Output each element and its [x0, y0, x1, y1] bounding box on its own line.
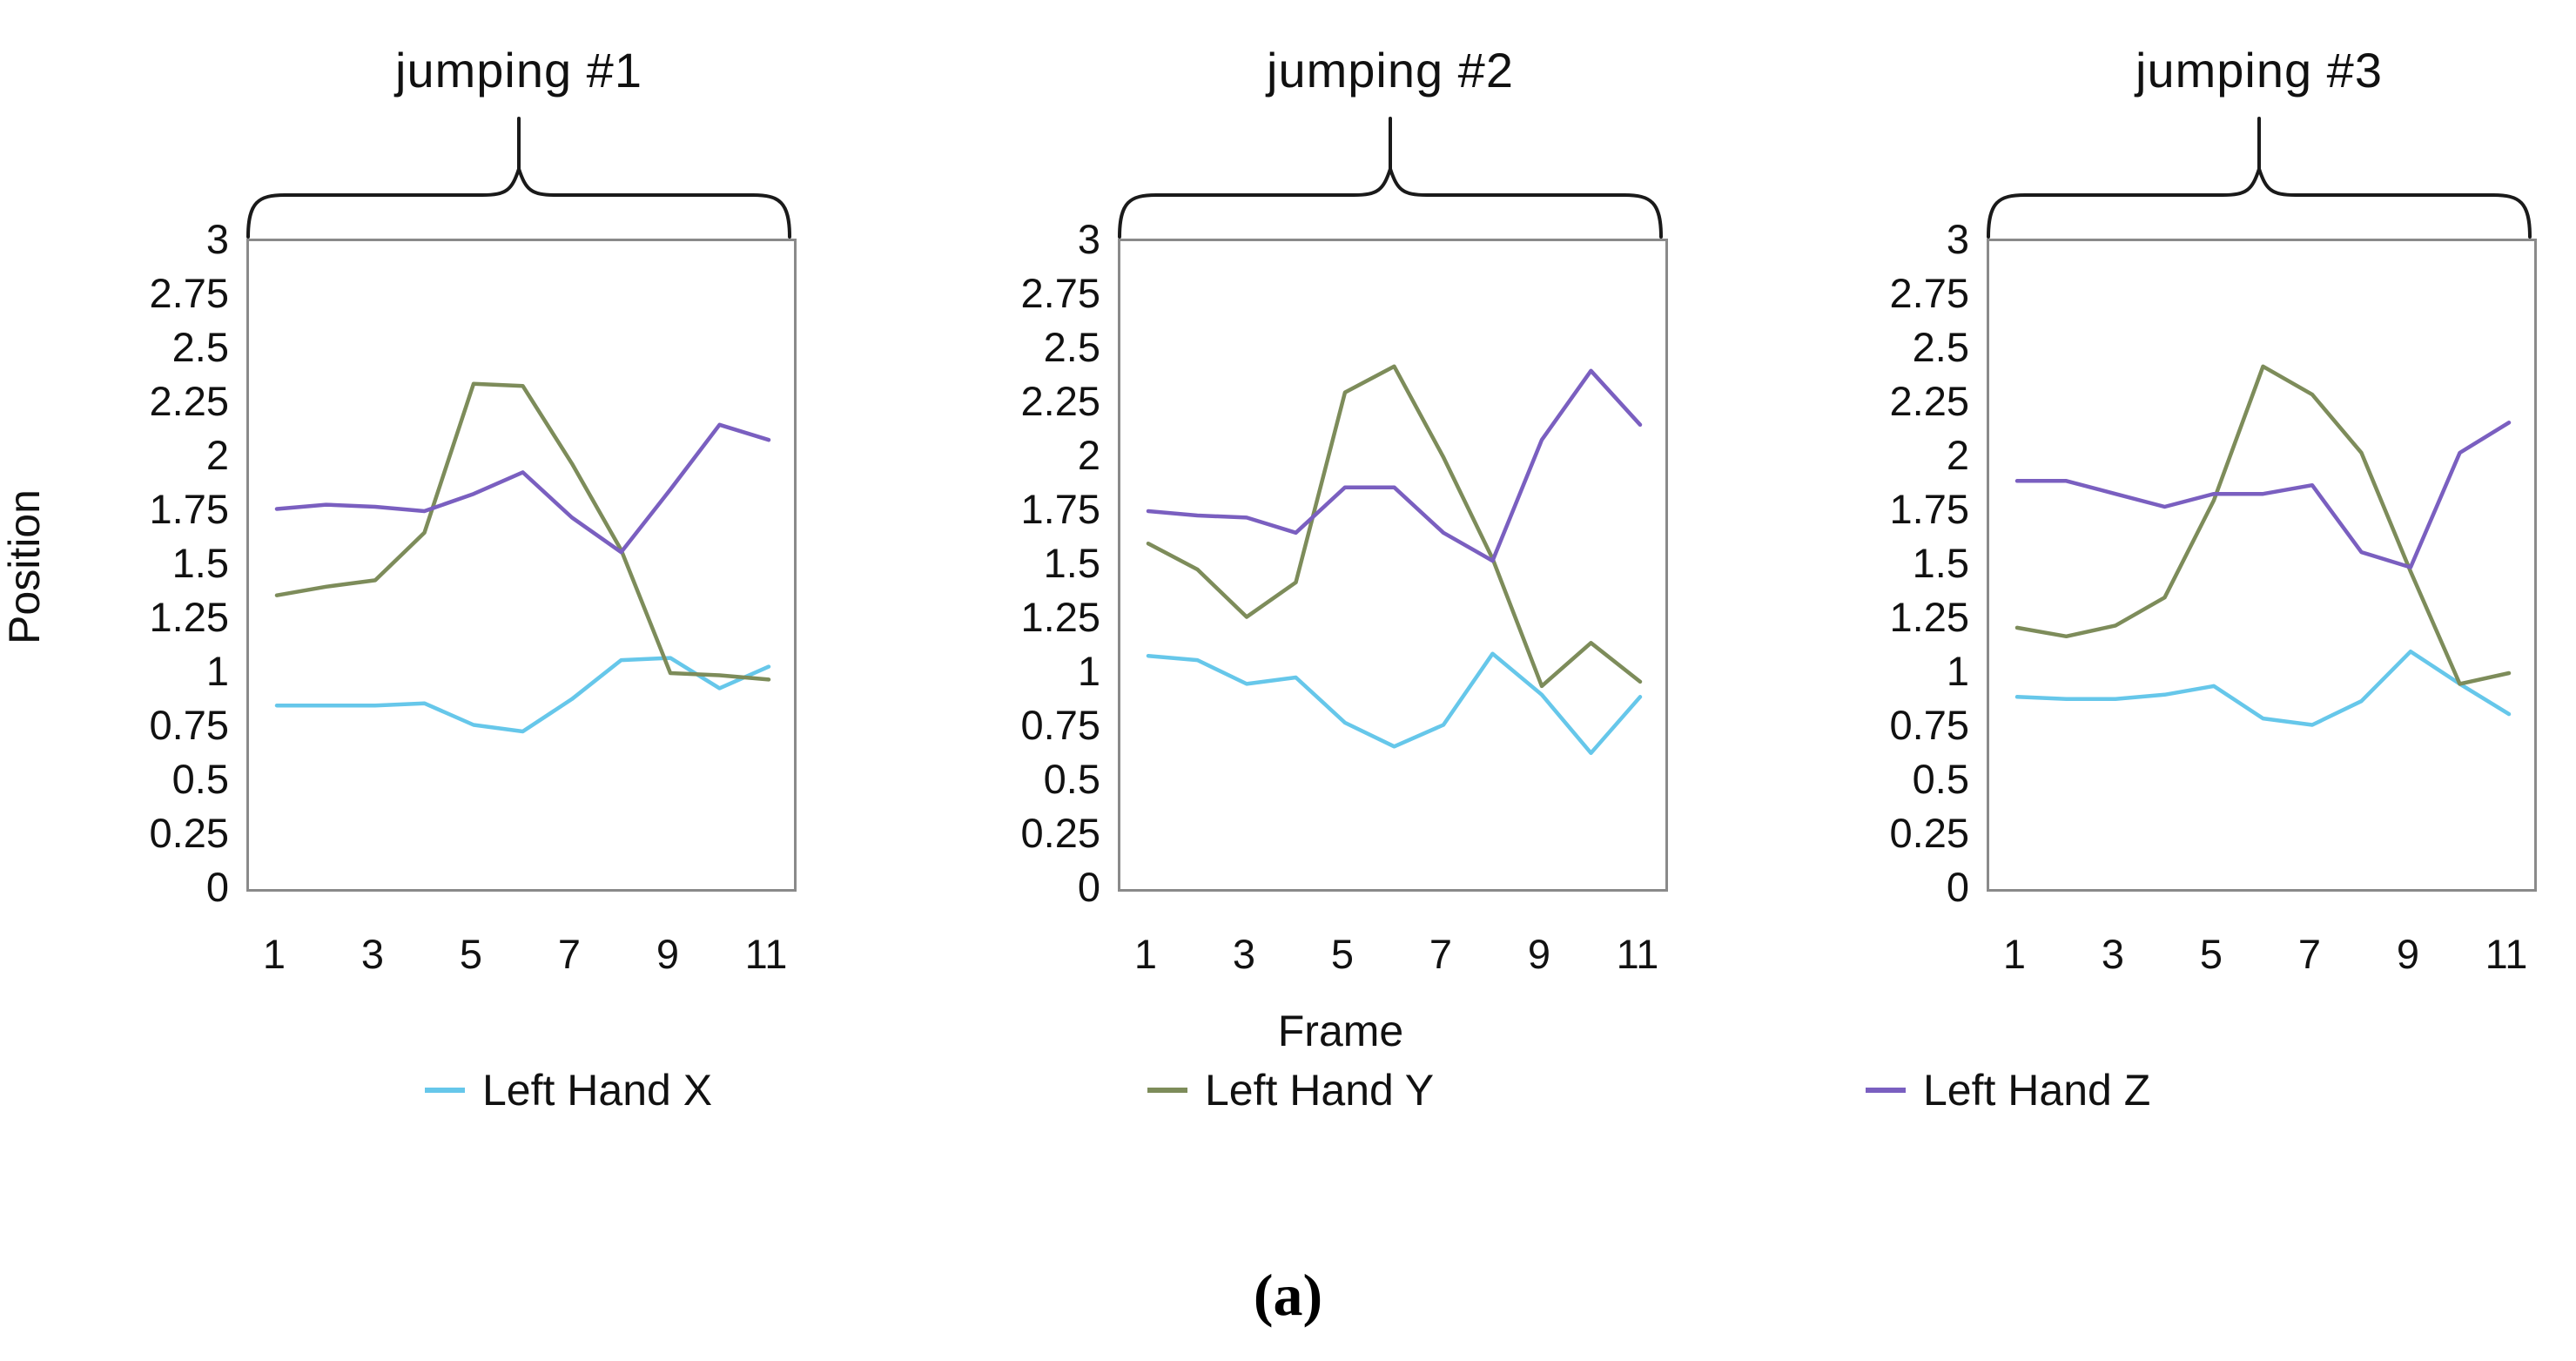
- y-tick-label: 2.5: [172, 324, 229, 370]
- legend-label: Left Hand Z: [1923, 1066, 2151, 1115]
- legend-entry: Left Hand Z: [1866, 1064, 2150, 1116]
- chart-title: jumping #1: [395, 43, 642, 98]
- x-tick-label: 3: [1232, 931, 1256, 977]
- series-line-left-hand-x: [274, 656, 771, 734]
- y-tick-label: 2.75: [1889, 270, 1969, 316]
- y-tick-label: 1.25: [149, 594, 229, 640]
- y-tick-label: 2.5: [1912, 324, 1969, 370]
- y-tick-label: 1.75: [1889, 486, 1969, 532]
- x-tick-label: 9: [656, 931, 680, 977]
- series-line-left-hand-z: [1146, 368, 1643, 563]
- plot-svg: [1146, 364, 1643, 756]
- x-tick-label: 7: [557, 931, 582, 977]
- x-tick-label: 7: [2297, 931, 2322, 977]
- chart-title: jumping #2: [1267, 43, 1514, 98]
- x-tick-label: 11: [1616, 931, 1659, 977]
- x-tick-label: 5: [2199, 931, 2223, 977]
- x-tick-label: 9: [1527, 931, 1551, 977]
- x-tick-label: 1: [2002, 931, 2027, 977]
- plot-svg: [2014, 364, 2512, 727]
- x-tick-label: 3: [2101, 931, 2125, 977]
- x-tick-label: 5: [1330, 931, 1355, 977]
- y-tick-label: 1.25: [1889, 594, 1969, 640]
- y-tick-label: 0: [1077, 864, 1100, 910]
- y-tick-label: 2.25: [1020, 378, 1100, 424]
- y-tick-label: 1.5: [1043, 540, 1100, 586]
- series-line-left-hand-y: [274, 381, 771, 682]
- y-tick-label: 1.5: [172, 540, 229, 586]
- y-axis-label: Position: [0, 489, 49, 644]
- y-tick-label: 1.75: [1020, 486, 1100, 532]
- x-tick-label: 7: [1429, 931, 1453, 977]
- series-line-left-hand-z: [2014, 421, 2512, 569]
- series-line-left-hand-x: [2014, 649, 2512, 727]
- y-tick-label: 0.5: [1912, 756, 1969, 802]
- x-tick-label: 11: [2485, 931, 2528, 977]
- y-tick-label: 0.75: [1020, 702, 1100, 748]
- overbrace: [246, 117, 791, 239]
- y-tick-label: 0.25: [1889, 810, 1969, 856]
- legend-swatch-left-hand-y: [1147, 1088, 1187, 1093]
- y-tick-label: 0.25: [149, 810, 229, 856]
- y-tick-label: 0.25: [1020, 810, 1100, 856]
- y-tick-label: 2: [1946, 432, 1969, 478]
- x-tick-label: 1: [262, 931, 286, 977]
- legend-label: Left Hand Y: [1205, 1066, 1435, 1115]
- y-tick-label: 0.5: [172, 756, 229, 802]
- y-tick-label: 1.5: [1912, 540, 1969, 586]
- plot-area: [1987, 239, 2537, 892]
- figure-caption: (a): [1253, 1262, 1323, 1328]
- overbrace: [1118, 117, 1663, 239]
- series-line-left-hand-y: [2014, 364, 2512, 686]
- x-tick-label: 11: [744, 931, 788, 977]
- plot-area: [1118, 239, 1668, 892]
- legend-swatch-left-hand-x: [425, 1088, 465, 1093]
- y-tick-label: 2: [205, 432, 229, 478]
- y-tick-label: 0.75: [149, 702, 229, 748]
- y-tick-label: 1.25: [1020, 594, 1100, 640]
- y-tick-label: 2.75: [149, 270, 229, 316]
- y-tick-label: 1.75: [149, 486, 229, 532]
- y-tick-label: 2.25: [149, 378, 229, 424]
- legend-label: Left Hand X: [482, 1066, 713, 1115]
- y-tick-label: 2.25: [1889, 378, 1969, 424]
- chart-title: jumping #3: [2135, 43, 2383, 98]
- x-tick-label: 1: [1133, 931, 1158, 977]
- plot-svg: [274, 381, 771, 734]
- series-line-left-hand-y: [1146, 364, 1643, 689]
- legend-entry: Left Hand Y: [1147, 1064, 1434, 1116]
- overbrace: [1987, 117, 2532, 239]
- y-tick-label: 2: [1077, 432, 1100, 478]
- y-tick-label: 1: [1077, 648, 1100, 694]
- x-tick-label: 3: [360, 931, 385, 977]
- y-tick-label: 3: [1077, 216, 1100, 262]
- y-tick-label: 0: [205, 864, 229, 910]
- x-tick-label: 9: [2396, 931, 2420, 977]
- y-tick-label: 0.5: [1043, 756, 1100, 802]
- x-axis-label: Frame: [1277, 1007, 1404, 1055]
- legend-entry: Left Hand X: [425, 1064, 712, 1116]
- y-tick-label: 1: [1946, 648, 1969, 694]
- y-tick-label: 0.75: [1889, 702, 1969, 748]
- y-tick-label: 3: [205, 216, 229, 262]
- series-line-left-hand-x: [1146, 651, 1643, 756]
- legend-swatch-left-hand-z: [1866, 1088, 1906, 1093]
- y-tick-label: 2.75: [1020, 270, 1100, 316]
- y-tick-label: 2.5: [1043, 324, 1100, 370]
- series-line-left-hand-z: [274, 422, 771, 555]
- y-tick-label: 0: [1946, 864, 1969, 910]
- plot-area: [246, 239, 797, 892]
- y-tick-label: 3: [1946, 216, 1969, 262]
- y-tick-label: 1: [205, 648, 229, 694]
- x-tick-label: 5: [459, 931, 483, 977]
